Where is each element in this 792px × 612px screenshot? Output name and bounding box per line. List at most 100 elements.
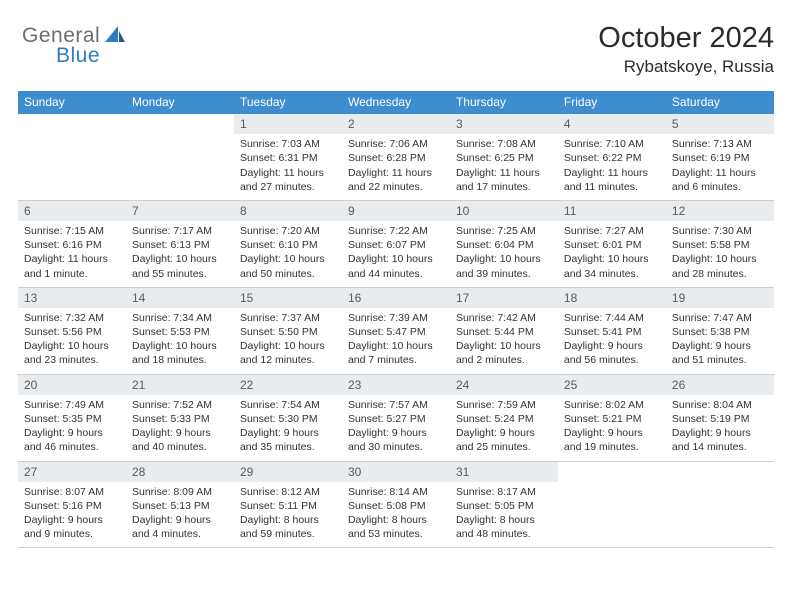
calendar-cell: 4 Sunrise: 7:10 AMSunset: 6:22 PMDaylight… (558, 114, 666, 200)
day-number: 17 (450, 288, 558, 308)
day-info: Sunrise: 7:15 AMSunset: 6:16 PMDaylight:… (24, 224, 120, 281)
daylight-text: Daylight: 9 hours and 19 minutes. (564, 426, 660, 454)
sunrise-text: Sunrise: 7:44 AM (564, 311, 660, 325)
sunset-text: Sunset: 6:22 PM (564, 151, 660, 165)
sunrise-text: Sunrise: 7:22 AM (348, 224, 444, 238)
calendar-cell: 21Sunrise: 7:52 AMSunset: 5:33 PMDayligh… (126, 374, 234, 461)
calendar-cell: 6 Sunrise: 7:15 AMSunset: 6:16 PMDaylight… (18, 200, 126, 287)
day-info: Sunrise: 8:17 AMSunset: 5:05 PMDaylight:… (456, 485, 552, 542)
sunset-text: Sunset: 5:56 PM (24, 325, 120, 339)
day-info: Sunrise: 8:14 AMSunset: 5:08 PMDaylight:… (348, 485, 444, 542)
calendar-cell: 27Sunrise: 8:07 AMSunset: 5:16 PMDayligh… (18, 461, 126, 548)
calendar-cell (18, 114, 126, 200)
day-info: Sunrise: 8:02 AMSunset: 5:21 PMDaylight:… (564, 398, 660, 455)
sunrise-text: Sunrise: 7:32 AM (24, 311, 120, 325)
day-number: 10 (450, 201, 558, 221)
logo-text-blue: Blue (56, 44, 100, 67)
sunset-text: Sunset: 6:16 PM (24, 238, 120, 252)
day-number: 6 (18, 201, 126, 221)
day-number: 1 (234, 114, 342, 134)
day-info: Sunrise: 7:10 AMSunset: 6:22 PMDaylight:… (564, 137, 660, 194)
day-number: 8 (234, 201, 342, 221)
sunset-text: Sunset: 5:13 PM (132, 499, 228, 513)
daylight-text: Daylight: 8 hours and 59 minutes. (240, 513, 336, 541)
calendar-header-row: SundayMondayTuesdayWednesdayThursdayFrid… (18, 91, 774, 114)
day-number: 28 (126, 462, 234, 482)
calendar-cell: 16Sunrise: 7:39 AMSunset: 5:47 PMDayligh… (342, 287, 450, 374)
daylight-text: Daylight: 8 hours and 48 minutes. (456, 513, 552, 541)
calendar-cell: 7Sunrise: 7:17 AMSunset: 6:13 PMDaylight… (126, 200, 234, 287)
calendar-day-header: Sunday (18, 91, 126, 114)
day-number: 13 (18, 288, 126, 308)
daylight-text: Daylight: 11 hours and 22 minutes. (348, 166, 444, 194)
calendar-cell: 24Sunrise: 7:59 AMSunset: 5:24 PMDayligh… (450, 374, 558, 461)
sunset-text: Sunset: 5:27 PM (348, 412, 444, 426)
calendar-cell: 8Sunrise: 7:20 AMSunset: 6:10 PMDaylight… (234, 200, 342, 287)
sunrise-text: Sunrise: 7:17 AM (132, 224, 228, 238)
sunrise-text: Sunrise: 7:59 AM (456, 398, 552, 412)
daylight-text: Daylight: 11 hours and 27 minutes. (240, 166, 336, 194)
day-number: 31 (450, 462, 558, 482)
sunrise-text: Sunrise: 7:03 AM (240, 137, 336, 151)
day-info: Sunrise: 7:06 AMSunset: 6:28 PMDaylight:… (348, 137, 444, 194)
daylight-text: Daylight: 10 hours and 28 minutes. (672, 252, 768, 280)
calendar-cell: 13Sunrise: 7:32 AMSunset: 5:56 PMDayligh… (18, 287, 126, 374)
day-number: 18 (558, 288, 666, 308)
daylight-text: Daylight: 10 hours and 7 minutes. (348, 339, 444, 367)
sunset-text: Sunset: 6:28 PM (348, 151, 444, 165)
sunrise-text: Sunrise: 7:52 AM (132, 398, 228, 412)
sunset-text: Sunset: 6:10 PM (240, 238, 336, 252)
day-number: 5 (666, 114, 774, 134)
sunset-text: Sunset: 6:25 PM (456, 151, 552, 165)
day-number: 4 (558, 114, 666, 134)
calendar-cell: 20Sunrise: 7:49 AMSunset: 5:35 PMDayligh… (18, 374, 126, 461)
daylight-text: Daylight: 9 hours and 40 minutes. (132, 426, 228, 454)
daylight-text: Daylight: 11 hours and 17 minutes. (456, 166, 552, 194)
sunset-text: Sunset: 5:41 PM (564, 325, 660, 339)
day-number: 11 (558, 201, 666, 221)
calendar-cell: 5Sunrise: 7:13 AMSunset: 6:19 PMDaylight… (666, 114, 774, 200)
sunset-text: Sunset: 6:31 PM (240, 151, 336, 165)
sunrise-text: Sunrise: 7:49 AM (24, 398, 120, 412)
sunrise-text: Sunrise: 7:39 AM (348, 311, 444, 325)
day-info: Sunrise: 8:09 AMSunset: 5:13 PMDaylight:… (132, 485, 228, 542)
day-info: Sunrise: 7:57 AMSunset: 5:27 PMDaylight:… (348, 398, 444, 455)
sunrise-text: Sunrise: 8:17 AM (456, 485, 552, 499)
day-info: Sunrise: 7:49 AMSunset: 5:35 PMDaylight:… (24, 398, 120, 455)
calendar-cell: 18 Sunrise: 7:44 AMSunset: 5:41 PMDayligh… (558, 287, 666, 374)
day-number: 22 (234, 375, 342, 395)
daylight-text: Daylight: 9 hours and 4 minutes. (132, 513, 228, 541)
day-number: 12 (666, 201, 774, 221)
daylight-text: Daylight: 10 hours and 44 minutes. (348, 252, 444, 280)
sunset-text: Sunset: 5:08 PM (348, 499, 444, 513)
daylight-text: Daylight: 11 hours and 11 minutes. (564, 166, 660, 194)
calendar-cell: 26Sunrise: 8:04 AMSunset: 5:19 PMDayligh… (666, 374, 774, 461)
daylight-text: Daylight: 10 hours and 34 minutes. (564, 252, 660, 280)
daylight-text: Daylight: 10 hours and 12 minutes. (240, 339, 336, 367)
calendar-week-row: 13 Sunrise: 7:32 AMSunset: 5:56 PM Dayligh… (18, 287, 774, 374)
sunset-text: Sunset: 5:38 PM (672, 325, 768, 339)
day-info: Sunrise: 7:52 AMSunset: 5:33 PMDaylight:… (132, 398, 228, 455)
sunrise-text: Sunrise: 7:30 AM (672, 224, 768, 238)
calendar-cell: 10Sunrise: 7:25 AMSunset: 6:04 PMDayligh… (450, 200, 558, 287)
calendar-cell: 22Sunrise: 7:54 AMSunset: 5:30 PMDayligh… (234, 374, 342, 461)
calendar-cell: 11 Sunrise: 7:27 AMSunset: 6:01 PMDayligh… (558, 200, 666, 287)
sunrise-text: Sunrise: 7:34 AM (132, 311, 228, 325)
day-number: 26 (666, 375, 774, 395)
day-info: Sunrise: 7:27 AMSunset: 6:01 PMDaylight:… (564, 224, 660, 281)
sunset-text: Sunset: 5:11 PM (240, 499, 336, 513)
sunrise-text: Sunrise: 7:42 AM (456, 311, 552, 325)
calendar-cell: 28 Sunrise: 8:09 AMSunset: 5:13 PMDayligh… (126, 461, 234, 548)
day-number: 3 (450, 114, 558, 134)
day-info: Sunrise: 7:22 AMSunset: 6:07 PMDaylight:… (348, 224, 444, 281)
daylight-text: Daylight: 9 hours and 56 minutes. (564, 339, 660, 367)
day-number: 23 (342, 375, 450, 395)
day-number: 16 (342, 288, 450, 308)
day-info: Sunrise: 7:17 AMSunset: 6:13 PMDaylight:… (132, 224, 228, 281)
sunrise-text: Sunrise: 8:14 AM (348, 485, 444, 499)
sunrise-text: Sunrise: 7:47 AM (672, 311, 768, 325)
sunrise-text: Sunrise: 8:09 AM (132, 485, 228, 499)
calendar-cell: 29Sunrise: 8:12 AMSunset: 5:11 PMDayligh… (234, 461, 342, 548)
calendar-day-header: Wednesday (342, 91, 450, 114)
sunrise-text: Sunrise: 7:37 AM (240, 311, 336, 325)
